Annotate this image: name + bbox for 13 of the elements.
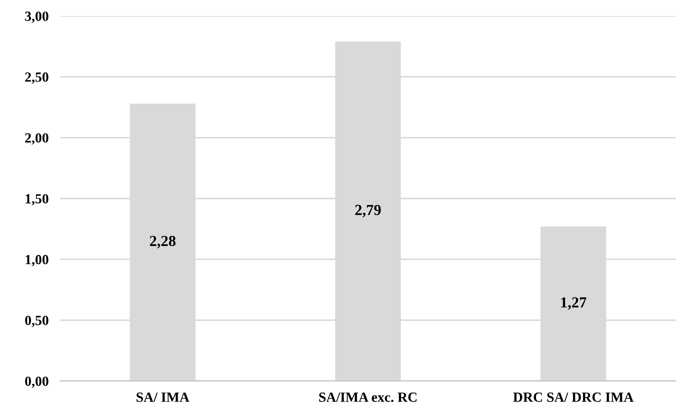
y-tick-label: 1,50 [26, 194, 48, 206]
x-tick-label: SA/ IMA [136, 392, 190, 402]
y-tick-label: 3,00 [25, 12, 48, 23]
y-tick-label: 0,00 [25, 376, 48, 388]
y-tick-label: 2,50 [25, 72, 48, 84]
x-tick-label: DRC SA/ DRC IMA [513, 392, 634, 402]
data-label: 2,79 [355, 204, 381, 218]
y-tick-label: 1,00 [26, 254, 48, 266]
y-tick-label: 2,00 [25, 133, 48, 145]
data-label: 2,28 [150, 236, 176, 248]
x-tick-label: SA/IMA exc. RC [319, 392, 417, 402]
y-tick-label: 0,50 [25, 316, 48, 328]
data-label: 1,27 [561, 297, 586, 310]
